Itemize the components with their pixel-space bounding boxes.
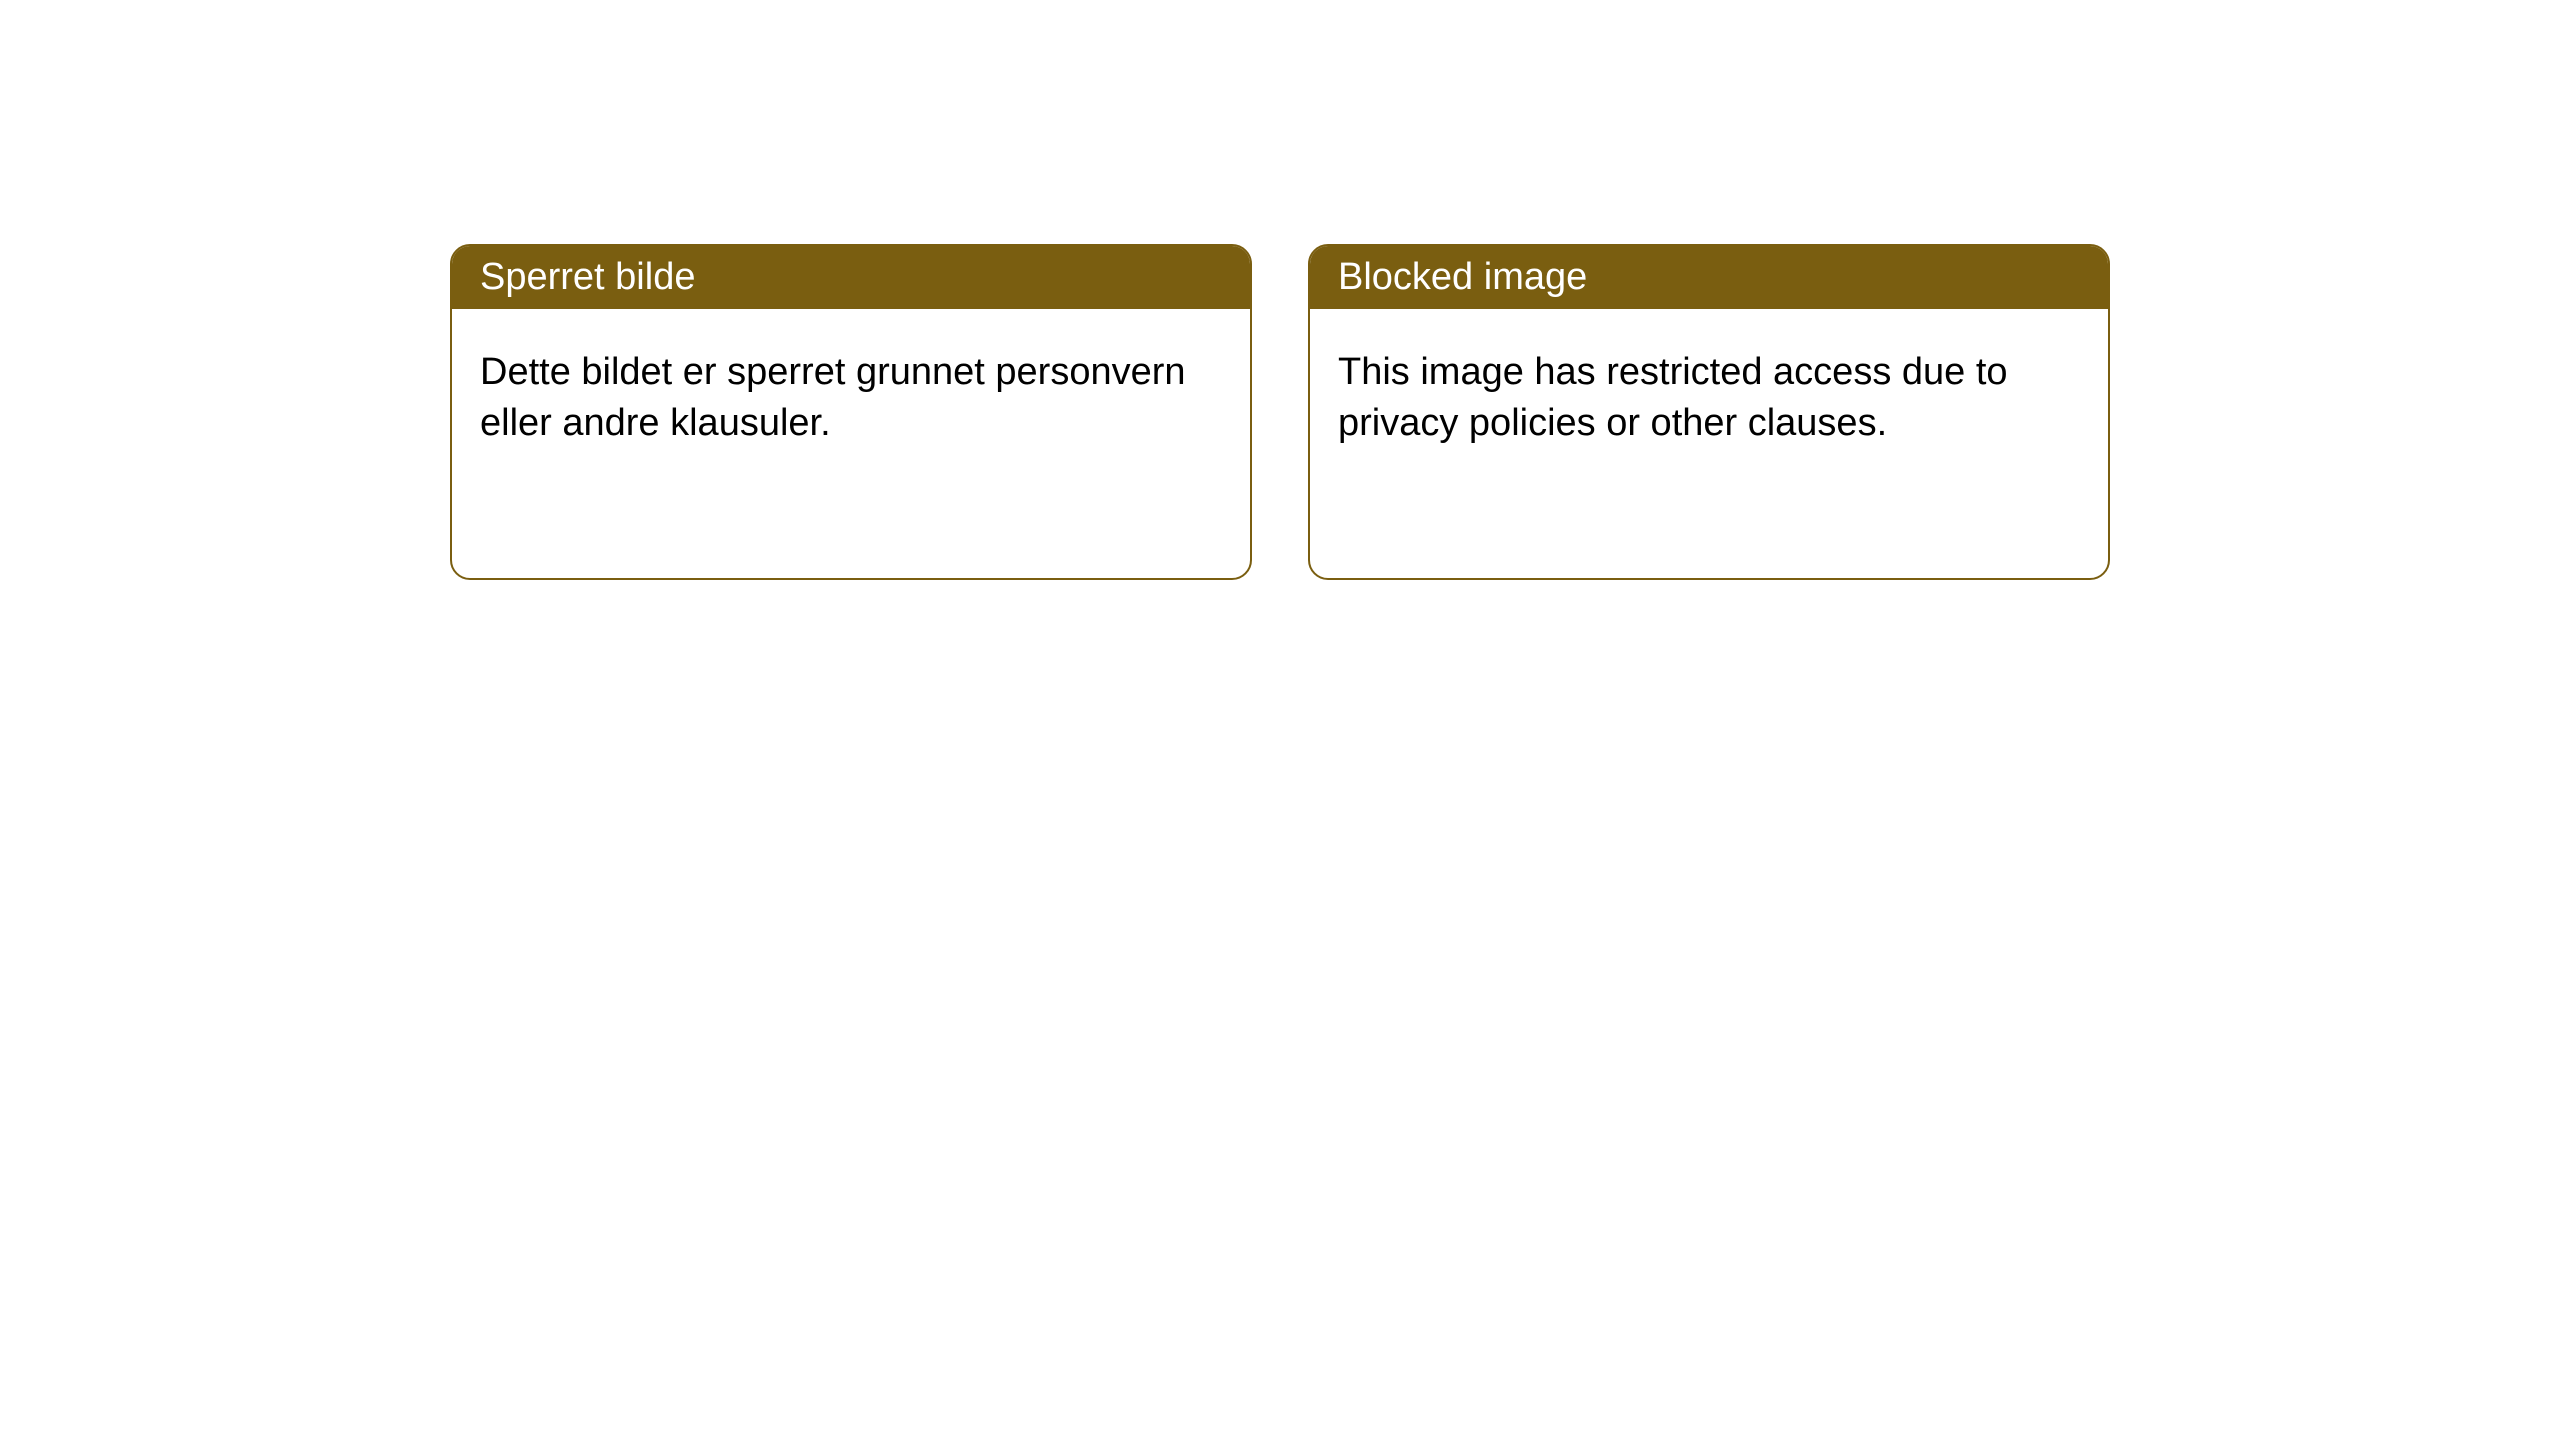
notice-title-english: Blocked image — [1310, 246, 2108, 309]
notice-card-english: Blocked image This image has restricted … — [1308, 244, 2110, 580]
notice-container: Sperret bilde Dette bildet er sperret gr… — [0, 0, 2560, 580]
notice-body-norwegian: Dette bildet er sperret grunnet personve… — [452, 309, 1250, 488]
notice-card-norwegian: Sperret bilde Dette bildet er sperret gr… — [450, 244, 1252, 580]
notice-body-english: This image has restricted access due to … — [1310, 309, 2108, 488]
notice-title-norwegian: Sperret bilde — [452, 246, 1250, 309]
